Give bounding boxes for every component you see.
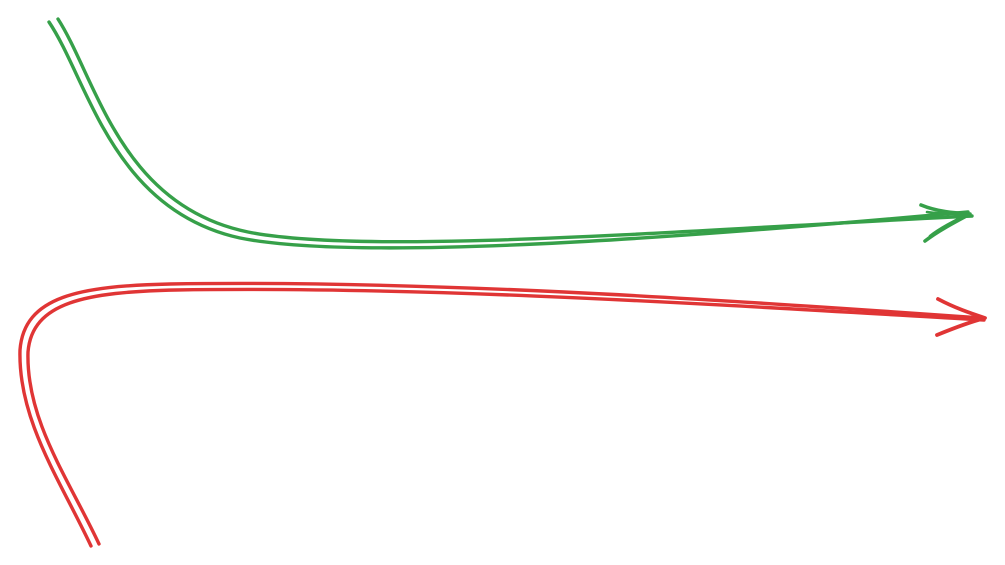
green-arrow bbox=[47, 17, 974, 250]
red-arrow bbox=[18, 281, 987, 548]
green-arrow-head bbox=[919, 203, 972, 243]
red-arrow-head bbox=[935, 297, 987, 337]
red-arrow-shaft-line-1 bbox=[18, 281, 984, 548]
green-arrow-shaft-line-2 bbox=[56, 17, 974, 244]
red-arrow-shaft-line-2 bbox=[26, 287, 986, 546]
green-arrow-head-inner bbox=[925, 210, 968, 238]
green-arrow-shaft-line-1 bbox=[47, 20, 970, 250]
